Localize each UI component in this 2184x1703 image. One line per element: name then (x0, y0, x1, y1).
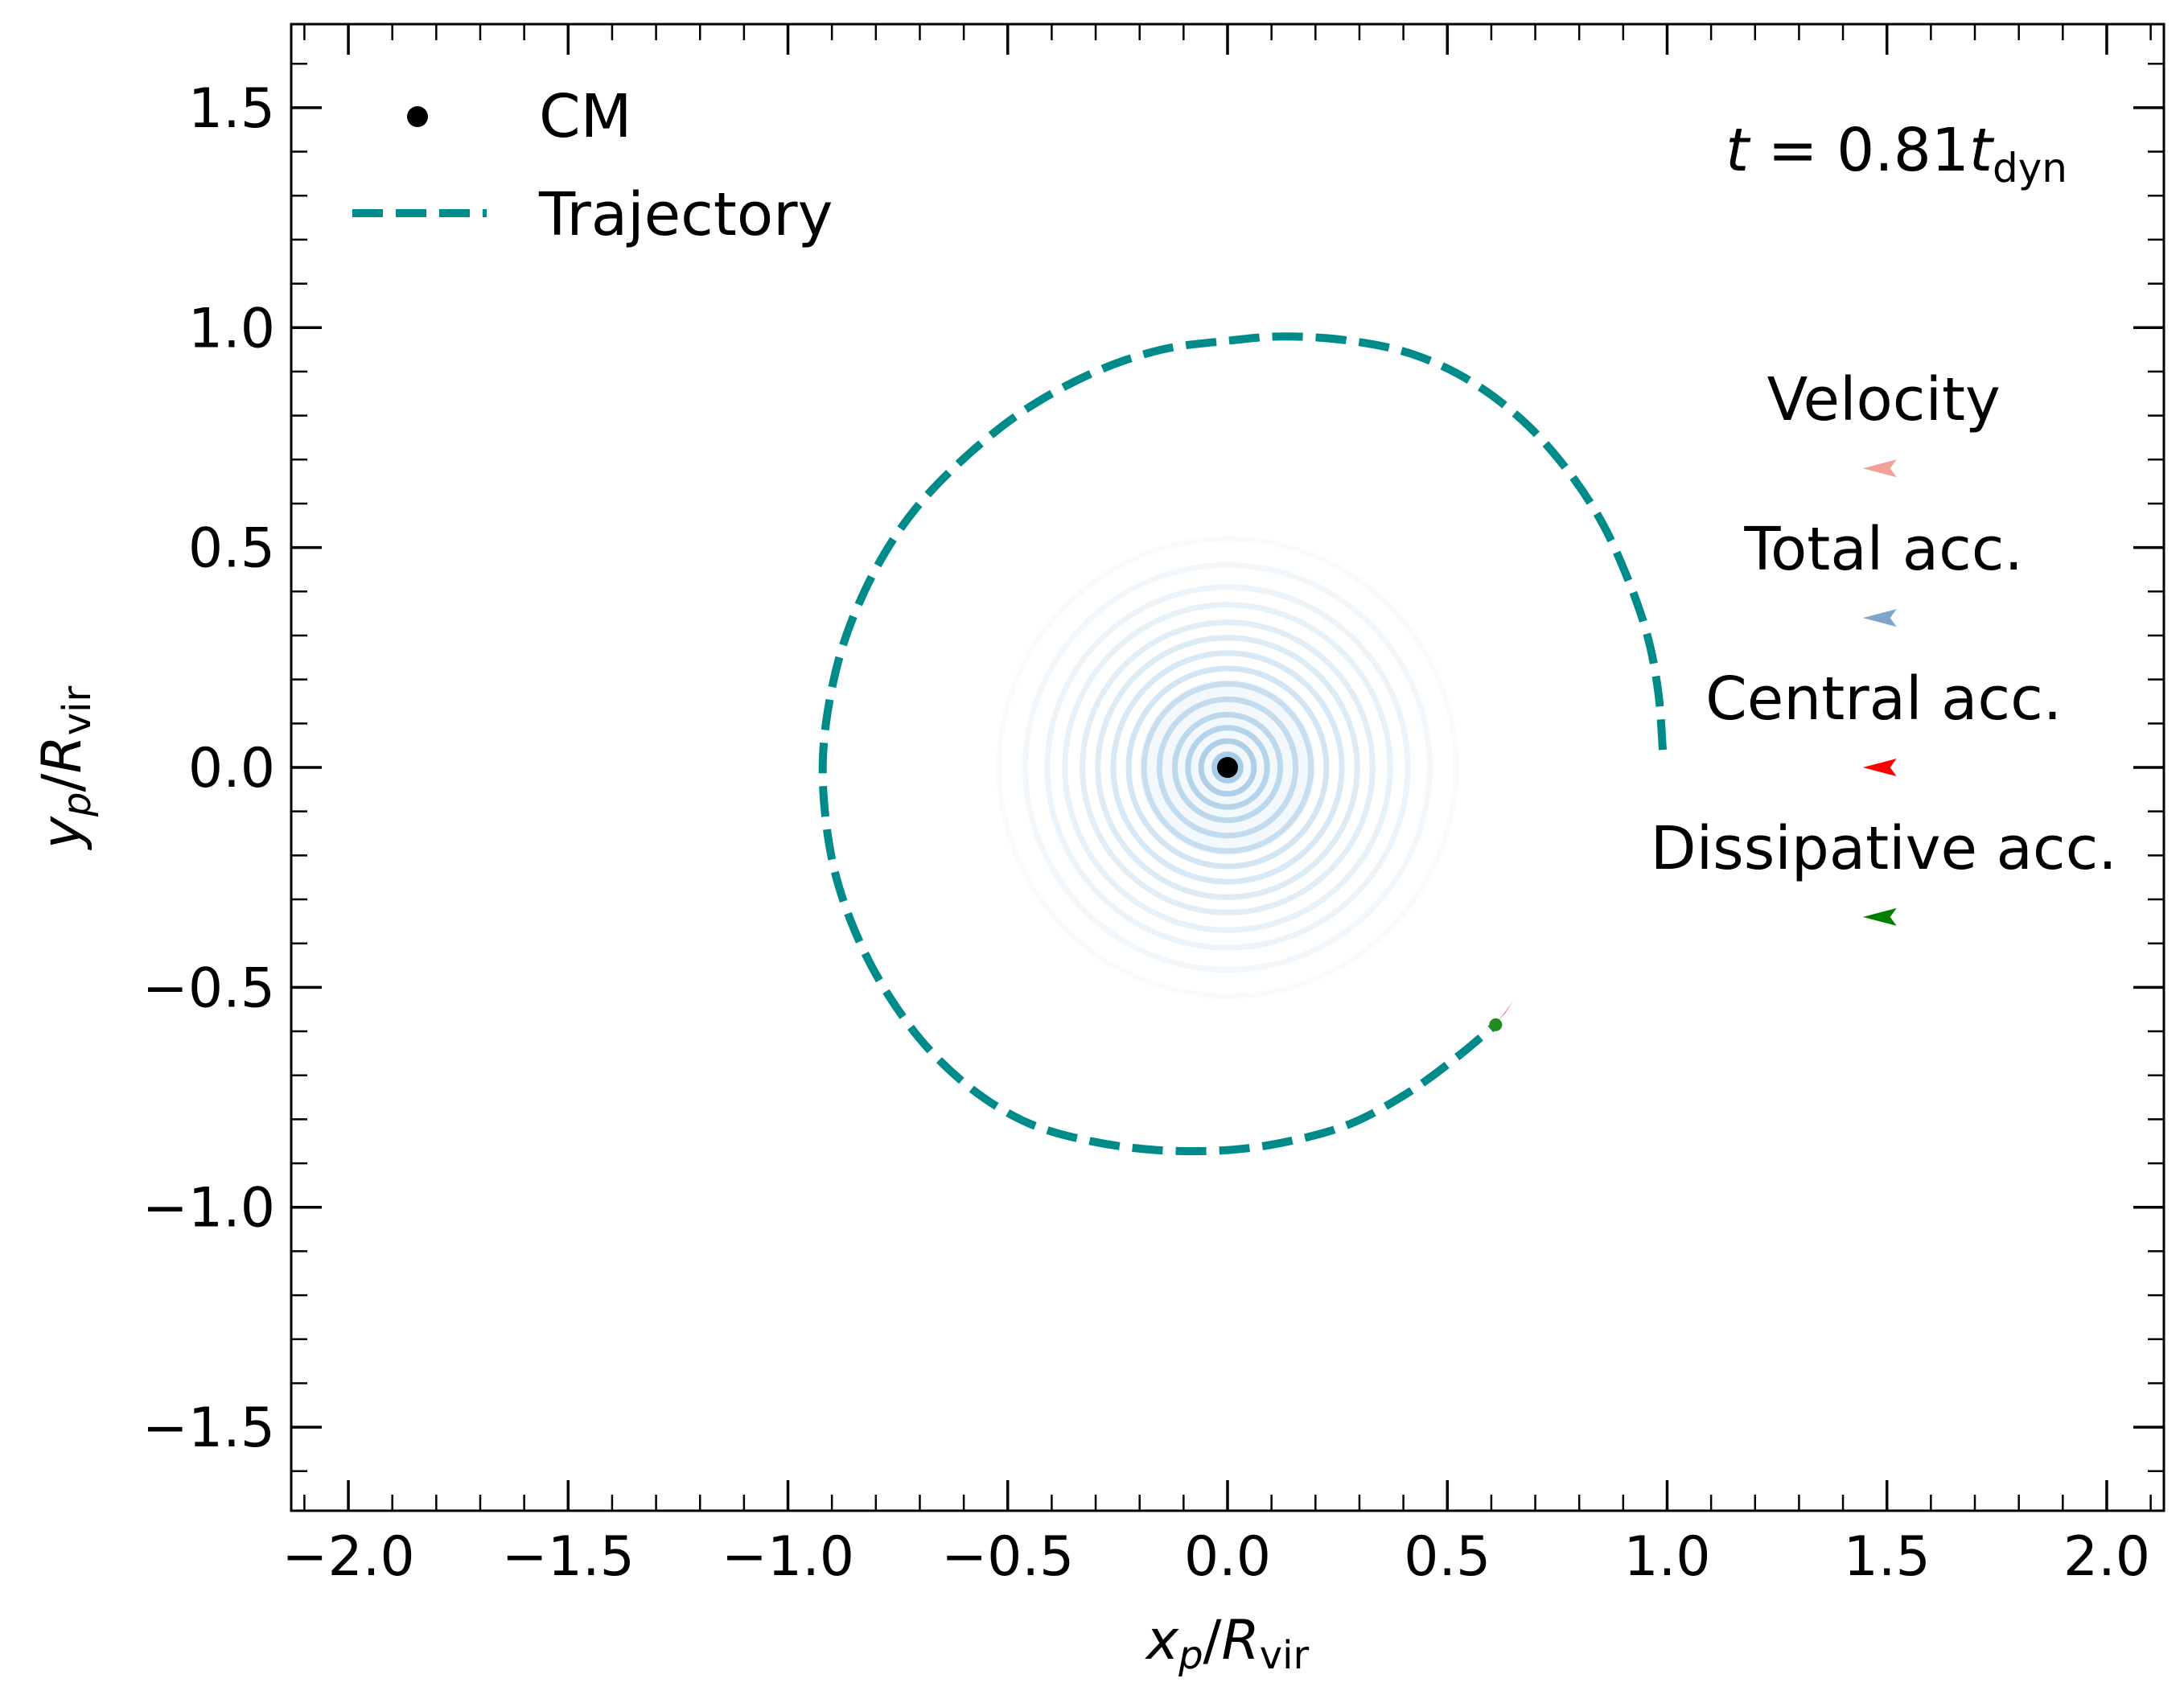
y-tick-label: 0.5 (188, 517, 275, 581)
x-axis-label: xp/Rvir (1145, 1609, 1310, 1678)
x-tick-label: −1.0 (722, 1525, 854, 1589)
x-tick-label: −1.5 (502, 1525, 635, 1589)
cm-point (1217, 757, 1238, 778)
density-contour (1044, 584, 1411, 951)
x-tick-label: 2.0 (2063, 1525, 2150, 1589)
density-contour (1062, 602, 1393, 933)
y-tick-label: −1.0 (142, 1177, 275, 1240)
markers-layer (1217, 757, 1514, 1031)
density-contour (1171, 711, 1284, 824)
x-tick-labels: −2.0 −1.5 −1.0 −0.5 0.0 0.5 1.0 1.5 2.0 (282, 1525, 2150, 1589)
annotation-arrow (1862, 907, 1897, 926)
annotations-layer: Velocity Total acc. Central acc. Dissipativ… (1651, 365, 2117, 926)
density-contour (1080, 619, 1376, 915)
trajectory-line (818, 332, 1667, 1156)
y-tick-label: −1.5 (142, 1397, 275, 1460)
annotation-label: Total acc. (1743, 515, 2023, 584)
x-tick-label: −0.5 (941, 1525, 1074, 1589)
y-tick-labels: −1.5 −1.0 −0.5 0.0 0.5 1.0 1.5 (142, 77, 275, 1460)
y-tick-label: −0.5 (142, 956, 275, 1020)
annotation-arrow (1862, 459, 1897, 478)
x-tick-label: 0.5 (1404, 1525, 1491, 1589)
y-tick-label: 1.0 (188, 297, 275, 360)
y-tick-label: 0.0 (188, 737, 275, 800)
density-contour (1141, 681, 1314, 854)
y-axis-label: yp/Rvir (31, 686, 100, 851)
trajectory-layer (818, 332, 1667, 1156)
density-contour (1095, 635, 1360, 900)
density-contour (1022, 561, 1433, 973)
legend: CM Trajectory (352, 82, 833, 249)
density-contour (1198, 738, 1257, 797)
annotation-arrow (1862, 609, 1897, 627)
annotation-label: Central acc. (1705, 664, 2062, 734)
density-contour (996, 536, 1459, 999)
plot-frame (290, 23, 2165, 1512)
annotation-label: Velocity (1767, 365, 2001, 434)
particle-velocity-arrow (1497, 1000, 1514, 1022)
time-label: t = 0.81tdyn (1725, 116, 2067, 191)
density-contour (1110, 650, 1345, 885)
particle-point (1489, 1018, 1503, 1031)
density-contour (1185, 725, 1270, 810)
legend-cm-marker (407, 106, 428, 127)
legend-cm-label: CM (539, 82, 632, 151)
density-contour (1125, 665, 1330, 870)
axis-ticks (291, 24, 2164, 1511)
legend-trajectory-label: Trajectory (538, 180, 833, 249)
x-tick-label: −2.0 (282, 1525, 414, 1589)
annotation-label: Dissipative acc. (1651, 814, 2117, 883)
y-tick-label: 1.5 (188, 77, 275, 141)
density-contour (1211, 751, 1244, 784)
x-tick-label: 0.0 (1184, 1525, 1271, 1589)
density-contour (1156, 696, 1299, 839)
annotation-arrow (1862, 759, 1897, 776)
x-tick-label: 1.0 (1623, 1525, 1710, 1589)
x-tick-label: 1.5 (1844, 1525, 1931, 1589)
